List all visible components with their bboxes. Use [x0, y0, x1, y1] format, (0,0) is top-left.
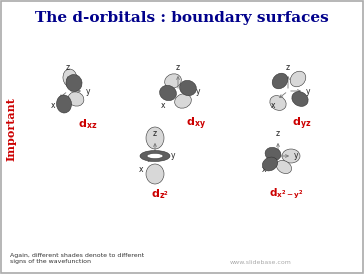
Text: z: z — [286, 62, 290, 72]
Ellipse shape — [276, 161, 292, 173]
Ellipse shape — [282, 149, 300, 163]
Ellipse shape — [159, 85, 177, 101]
Text: y: y — [293, 152, 298, 161]
Ellipse shape — [262, 157, 278, 171]
Text: $\mathbf{d_{z^2}}$: $\mathbf{d_{z^2}}$ — [151, 187, 169, 201]
Ellipse shape — [265, 147, 281, 161]
Text: z: z — [66, 62, 70, 72]
Text: y: y — [305, 87, 310, 96]
Ellipse shape — [165, 74, 181, 88]
Ellipse shape — [140, 150, 170, 161]
Text: x: x — [262, 165, 267, 174]
Text: $\mathbf{d_{yz}}$: $\mathbf{d_{yz}}$ — [292, 116, 312, 132]
Text: z: z — [153, 130, 157, 138]
Ellipse shape — [66, 75, 82, 92]
Text: z: z — [276, 130, 280, 138]
Ellipse shape — [270, 96, 286, 110]
Text: x: x — [139, 165, 144, 174]
Text: $\mathbf{d_{xz}}$: $\mathbf{d_{xz}}$ — [78, 117, 98, 131]
Ellipse shape — [179, 80, 197, 96]
Ellipse shape — [56, 95, 71, 113]
Text: y: y — [195, 87, 200, 96]
Ellipse shape — [146, 164, 164, 184]
Text: www.slidebase.com: www.slidebase.com — [230, 259, 292, 264]
Ellipse shape — [68, 92, 84, 106]
Ellipse shape — [292, 92, 308, 106]
Ellipse shape — [175, 94, 191, 108]
Text: x: x — [51, 101, 55, 110]
Text: The d-orbitals : boundary surfaces: The d-orbitals : boundary surfaces — [35, 11, 329, 25]
Ellipse shape — [146, 127, 164, 149]
Text: $\mathbf{d_{x^2-y^2}}$: $\mathbf{d_{x^2-y^2}}$ — [269, 187, 304, 201]
Text: x: x — [271, 101, 275, 110]
Ellipse shape — [63, 69, 77, 87]
Text: $\mathbf{d_{xy}}$: $\mathbf{d_{xy}}$ — [186, 116, 206, 132]
Text: y: y — [86, 87, 90, 96]
Text: y: y — [170, 152, 175, 161]
Ellipse shape — [272, 73, 288, 89]
Text: Again, different shades denote to different: Again, different shades denote to differ… — [10, 253, 144, 258]
Ellipse shape — [290, 71, 306, 87]
Ellipse shape — [147, 153, 163, 158]
Text: Important: Important — [5, 97, 16, 161]
Text: z: z — [176, 62, 180, 72]
Text: signs of the wavefunction: signs of the wavefunction — [10, 259, 91, 264]
Text: x: x — [161, 101, 165, 110]
